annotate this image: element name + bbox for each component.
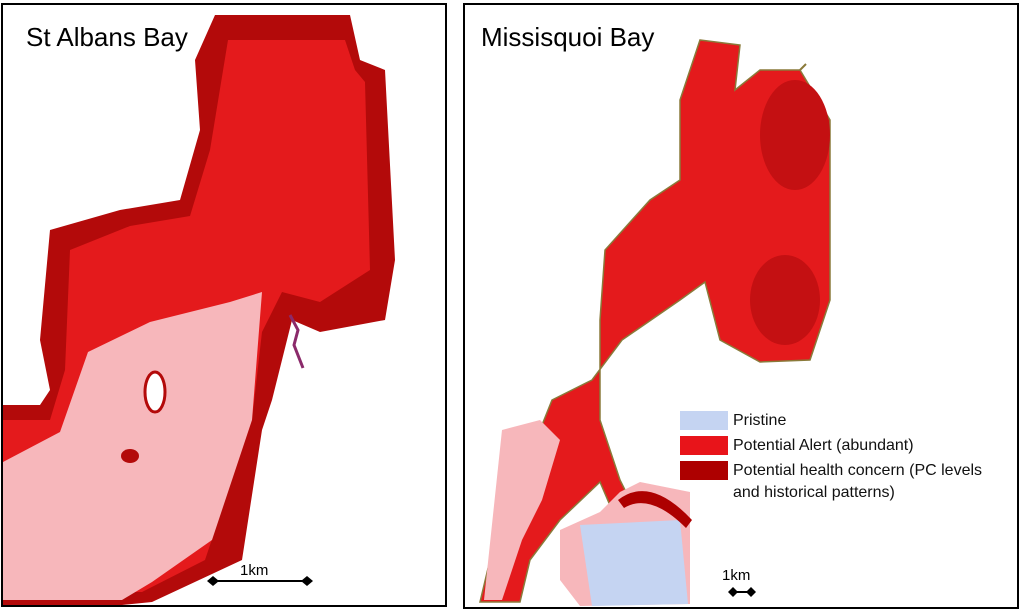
scale-label: 1km (722, 567, 751, 584)
right-map (463, 3, 1019, 609)
spot (121, 449, 139, 463)
pristine-area (580, 520, 688, 606)
legend-swatch (680, 461, 728, 480)
river (799, 63, 807, 71)
legend-item: Potential Alert (abundant) (680, 435, 1010, 457)
panel-border (463, 3, 1019, 609)
island (143, 370, 167, 414)
scale-end (728, 587, 738, 597)
map-title: St Albans Bay (26, 22, 188, 52)
legend-label: Pristine (733, 412, 787, 429)
legend: Pristine Potential Alert (abundant) Potent… (680, 410, 1010, 507)
health-concern-area (760, 80, 830, 190)
health-concern-area (750, 255, 820, 345)
legend-item: Pristine (680, 410, 1010, 432)
scale-end (301, 576, 313, 586)
health-concern-area (618, 491, 692, 528)
panel-border (1, 3, 447, 607)
map-title: Missisquoi Bay (481, 22, 655, 52)
legend-swatch (680, 436, 728, 455)
river (288, 314, 305, 369)
scale-end (746, 587, 756, 597)
scale-label: 1km (240, 562, 269, 579)
legend-swatch (680, 411, 728, 430)
legend-item: Potential health concern (PC levels and … (680, 460, 1010, 504)
legend-label: Potential health concern (PC levels and … (733, 462, 983, 501)
left-map (1, 3, 447, 607)
scale-end (207, 576, 219, 586)
low-area (3, 292, 262, 600)
low-area (484, 420, 560, 600)
legend-label: Potential Alert (abundant) (733, 437, 914, 454)
